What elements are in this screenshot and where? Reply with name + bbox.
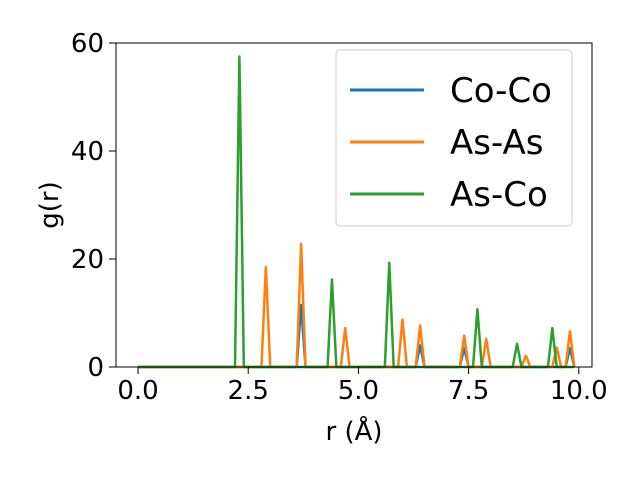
y-axis-label: g(r) [35,181,65,228]
legend-box [335,49,573,227]
ticks-layer: 0.0 2.5 5.0 7.5 10.0 0 20 40 60 [71,29,608,406]
legend-label-co-co: Co-Co [450,71,552,111]
x-tick-label: 0.0 [117,376,158,406]
legend-label-as-as: As-As [450,123,543,163]
x-axis-label: r (Å) [325,415,382,447]
legend-label-as-co: As-Co [450,175,548,215]
x-tick-label: 5.0 [338,376,379,406]
y-tick-label: 20 [71,245,104,275]
y-tick-label: 60 [71,29,104,59]
series-line-as-as [138,242,576,369]
y-tick-label: 40 [71,137,104,167]
x-tick-label: 2.5 [228,376,269,406]
series-line-co-co [138,303,576,369]
x-tick-label: 10.0 [550,376,608,406]
x-axis-label-text: r (Å) [325,415,382,447]
y-tick-label: 0 [87,353,104,383]
legend: Co-Co As-As As-Co [335,49,573,227]
plot-frame [115,42,593,368]
x-tick-label: 7.5 [448,376,489,406]
